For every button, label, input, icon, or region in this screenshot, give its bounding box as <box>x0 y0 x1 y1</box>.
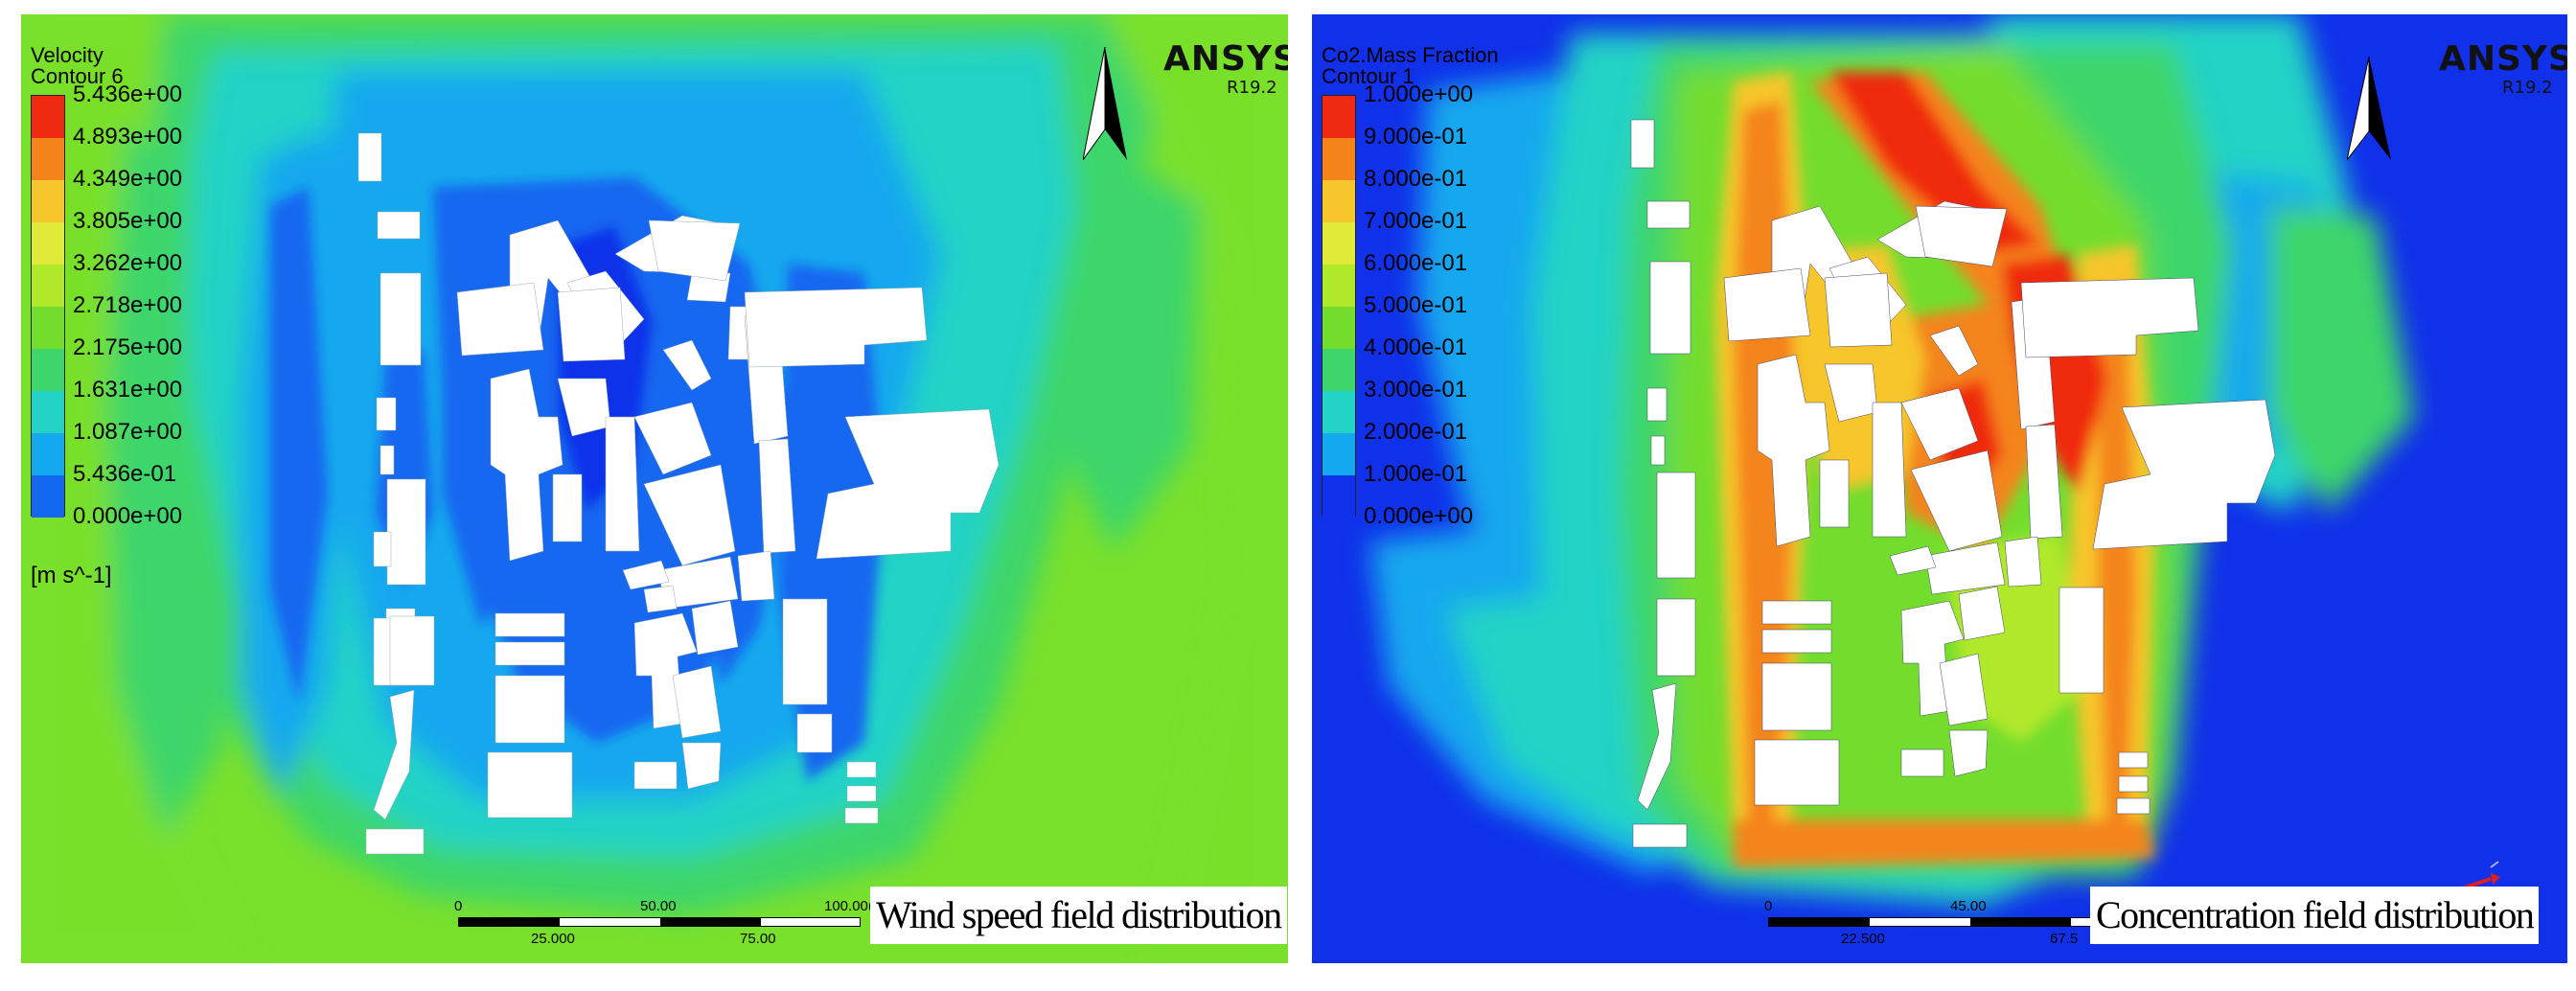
legend-color-band <box>1322 222 1355 265</box>
legend-color-band <box>1322 349 1355 391</box>
legend-tick-label: 0.000e+00 <box>1364 503 1474 529</box>
caption: Wind speed field distribution <box>870 887 1287 944</box>
legend-color-band <box>32 180 64 222</box>
ansys-logo: ANSYS <box>2439 39 2567 79</box>
north-arrow-icon <box>1083 47 1127 161</box>
legend-tick-label: 4.000e-01 <box>1364 334 1468 360</box>
legend-tick-label: 5.436e-01 <box>73 461 177 487</box>
legend-color-band <box>32 265 64 307</box>
legend-color-band <box>1322 475 1355 518</box>
legend-unit: [m s^-1] <box>31 563 112 588</box>
legend-tick-label: 5.436e+00 <box>73 81 183 107</box>
legend-color-band <box>1322 307 1355 349</box>
legend-color-band <box>1322 180 1355 222</box>
scale-label: 75.00 <box>740 931 776 947</box>
legend-tick-label: 4.893e+00 <box>73 124 183 150</box>
scale-bar-ruler <box>458 917 861 927</box>
legend-tick-label: 1.631e+00 <box>73 377 183 403</box>
legend-color-band <box>32 349 64 391</box>
concentration-contour-field <box>1312 14 2567 963</box>
wind-speed-panel: Velocity Contour 6 [m s^-1] 5.436e+00 4.8… <box>21 14 1288 963</box>
scale-label: 0 <box>1764 898 1773 914</box>
legend-tick-label: 2.175e+00 <box>73 334 183 360</box>
legend-tick-label: 9.000e-01 <box>1364 124 1468 150</box>
scale-bar: 0 50.00 100.00 (m 25.000 75.00 <box>424 892 886 959</box>
legend-color-band <box>32 475 64 518</box>
ansys-version: R19.2 <box>2502 78 2553 98</box>
legend-color-band <box>1322 391 1355 433</box>
legend-color-band <box>32 391 64 433</box>
legend-subtitle: Contour 1 <box>1322 64 1414 88</box>
legend-color-band <box>32 307 64 349</box>
scale-label: 100.00 <box>824 898 868 914</box>
legend-colorbar <box>1322 95 1356 518</box>
legend-color-band <box>1322 138 1355 180</box>
legend-title: Co2.Mass Fraction <box>1322 43 1499 67</box>
legend-subtitle: Contour 6 <box>31 64 124 88</box>
legend-color-band <box>32 433 64 475</box>
co2-legend: Co2.Mass Fraction Contour 1 1.000e+00 9.0… <box>1322 43 1499 528</box>
legend-tick-label: 4.349e+00 <box>73 166 183 192</box>
legend-tick-label: 1.000e+00 <box>1364 81 1474 107</box>
caption: Concentration field distribution <box>2090 887 2540 944</box>
legend-tick-label: 1.087e+00 <box>73 419 183 445</box>
scale-label: 67.5 <box>2050 931 2079 947</box>
wind-speed-contour-field <box>21 14 1288 963</box>
legend-color-band <box>32 96 64 138</box>
legend-color-band <box>1322 96 1355 138</box>
legend-color-band <box>1322 265 1355 307</box>
legend-color-band <box>1322 433 1355 475</box>
scale-label: 0 <box>454 898 463 914</box>
scale-label: 25.000 <box>531 931 575 947</box>
legend-tick-label: 6.000e-01 <box>1364 250 1468 276</box>
legend-tick-label: 3.805e+00 <box>73 208 183 234</box>
legend-tick-label: 3.000e-01 <box>1364 377 1468 403</box>
legend-tick-label: 2.718e+00 <box>73 292 183 318</box>
legend-tick-label: 0.000e+00 <box>73 503 183 529</box>
legend-tick-label: 8.000e-01 <box>1364 166 1468 192</box>
concentration-panel: Co2.Mass Fraction Contour 1 1.000e+00 9.0… <box>1312 14 2567 963</box>
legend-tick-label: 2.000e-01 <box>1364 419 1468 445</box>
scale-label: 50.00 <box>640 898 677 914</box>
legend-title: Velocity <box>31 43 104 67</box>
legend-colorbar <box>31 95 65 518</box>
scale-bar: 0 45.00 22.500 67.5 <box>1734 892 2174 959</box>
legend-color-band <box>32 222 64 265</box>
scale-label: 45.00 <box>1950 898 1987 914</box>
ansys-version: R19.2 <box>1227 78 1277 98</box>
velocity-legend: Velocity Contour 6 [m s^-1] 5.436e+00 4.8… <box>31 43 182 588</box>
north-arrow-icon <box>2347 57 2391 161</box>
legend-color-band <box>32 138 64 180</box>
legend-tick-label: 1.000e-01 <box>1364 461 1468 487</box>
ansys-logo: ANSYS <box>1163 39 1288 79</box>
legend-tick-label: 3.262e+00 <box>73 250 183 276</box>
scale-label: 22.500 <box>1841 931 1885 947</box>
legend-tick-label: 7.000e-01 <box>1364 208 1468 234</box>
legend-tick-label: 5.000e-01 <box>1364 292 1468 318</box>
